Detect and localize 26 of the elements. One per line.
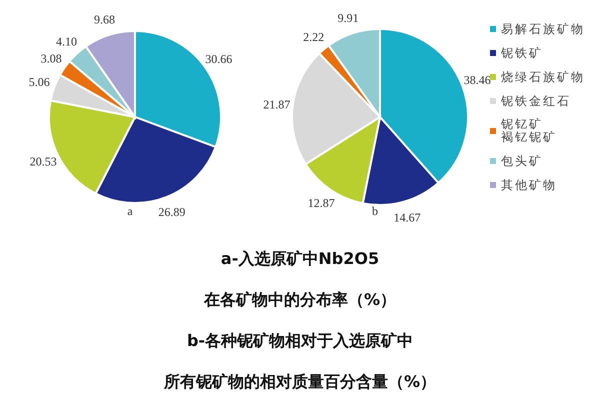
legend-label: 包头矿 [501, 154, 543, 168]
data-label: 5.06 [28, 74, 50, 89]
text: b-各种铌矿物相对于入选原矿中 [186, 330, 414, 352]
text: a [127, 204, 133, 218]
legend-label: 铌铁矿 [501, 46, 543, 60]
data-label: 26.89 [158, 205, 186, 220]
legend-label: 烧绿石族矿物 [501, 70, 585, 84]
data-label: 38.46 [464, 73, 491, 88]
text: 在各矿物中的分布率（%） [202, 289, 398, 311]
data-label: 9.68 [94, 12, 115, 27]
text: b [372, 204, 378, 218]
legend-label: 铌钇矿褐钇铌矿 [501, 117, 557, 144]
data-label: 2.22 [303, 30, 324, 44]
legend-label: 铌铁金红石 [501, 94, 571, 108]
legend-label: 其他矿物 [501, 178, 557, 192]
data-label: 30.66 [205, 52, 232, 66]
data-label: 4.10 [56, 34, 77, 48]
data-label: 9.91 [338, 11, 359, 25]
data-label: 3.08 [40, 52, 62, 66]
data-label: 12.87 [308, 196, 335, 210]
legend-label: 易解石族矿物 [501, 22, 585, 36]
text: a-入选原矿中Nb2O5 [220, 248, 380, 270]
text: 所有铌矿物的相对质量百分含量（%） [162, 371, 438, 393]
data-label: 14.67 [394, 210, 421, 224]
data-label: 21.87 [263, 97, 290, 112]
data-label: 20.53 [30, 154, 57, 168]
